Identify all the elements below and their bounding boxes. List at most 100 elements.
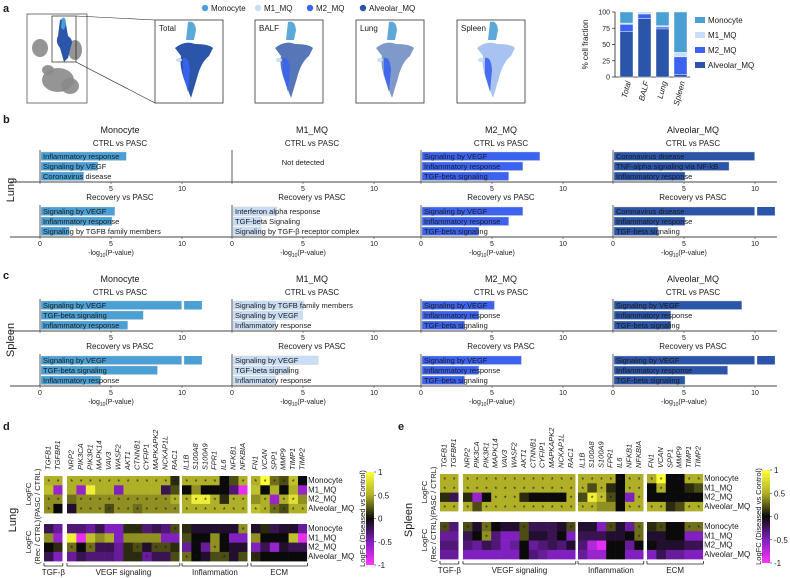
heatmap-cell	[500, 522, 511, 532]
significance-star: *	[70, 479, 73, 486]
heatmap-cell	[298, 524, 308, 534]
legend-label-Alveolar_MQ: Alveolar_MQ	[369, 4, 415, 13]
heatmap-panel-Lung: Lung TGFB1 TGFBR1 NRP2 PIK3CA PIK3R1 MAPK14 VAV…	[7, 429, 392, 577]
heatmap-cell	[634, 474, 645, 484]
heatmap-cell	[684, 492, 695, 503]
heatmap-cell	[606, 549, 616, 560]
x-tick-label: 5	[682, 390, 686, 397]
heatmap-cell	[44, 524, 54, 534]
significance-star: *	[551, 486, 554, 493]
row-label: M2_MQ	[308, 543, 336, 552]
heatmap-cell	[210, 494, 220, 505]
x-axis-label-part: 10	[292, 253, 298, 259]
comparison-title: Recovery vs PASC	[467, 342, 535, 351]
umap-monocyte-region	[286, 21, 296, 40]
x-axis-label-part: 10	[100, 402, 106, 408]
heatmap-cell	[85, 551, 96, 562]
heatmap-cell	[151, 476, 162, 486]
heatmap-cell	[519, 522, 530, 532]
term-label: Inflammatory response	[616, 366, 692, 375]
heatmap-cell	[596, 483, 607, 493]
heatmap-cell	[114, 494, 124, 505]
umap-m2-region	[485, 57, 492, 92]
heatmap-cell	[298, 485, 308, 495]
gene-label: SPP1	[269, 451, 278, 470]
heatmap-cell	[85, 494, 96, 505]
significance-star: *	[443, 525, 446, 532]
significance-star: *	[476, 486, 479, 493]
x-tick-label: 10	[370, 241, 378, 248]
heatmap-cell	[665, 483, 676, 493]
colorbar	[762, 470, 770, 563]
significance-star: *	[485, 477, 488, 484]
heatmap-cell	[656, 540, 667, 551]
significance-star: *	[89, 507, 92, 514]
heatmap-cell	[114, 476, 124, 486]
gene-label: MMP9	[279, 448, 288, 470]
bar	[613, 151, 755, 161]
significance-star: *	[242, 498, 245, 505]
heatmap-cell	[587, 531, 598, 541]
bar	[40, 161, 98, 171]
significance-star: *	[697, 505, 700, 512]
x-tick-label: Total	[620, 80, 633, 99]
term-label: Signaling by TGFB family members	[235, 301, 353, 310]
group-divider	[180, 522, 250, 564]
heatmap-cell	[210, 524, 220, 534]
umap-monocyte-region	[387, 21, 397, 40]
heatmap-cell	[142, 485, 152, 495]
enrichment-bar-2: Signaling by TGF-β receptor complex	[232, 226, 359, 236]
significance-star: *	[136, 527, 139, 534]
heatmap-cell	[269, 551, 280, 562]
x-axis-label-part: (P-value)	[297, 399, 325, 406]
significance-star: *	[453, 486, 456, 493]
significance-star: *	[542, 505, 545, 512]
comparison-title: Recovery vs PASC	[278, 342, 346, 351]
stacked-bar-Monocyte	[619, 11, 634, 24]
heatmap-cell	[510, 483, 520, 493]
x-axis-label: -log10(P-value)	[280, 250, 326, 259]
colorbar-tick-label: -1	[774, 559, 782, 568]
significance-star: *	[570, 496, 573, 503]
bar	[613, 206, 755, 216]
heatmap-cell	[76, 542, 87, 553]
x-axis-label-part: (P-value)	[105, 399, 133, 406]
x-axis-label-part: -log	[88, 399, 100, 406]
heatmap-cell	[481, 522, 492, 532]
enrichment-bar-1: TGF-beta signaling	[40, 365, 158, 375]
heatmap-cell	[95, 524, 105, 534]
significance-star: *	[204, 498, 207, 505]
heatmap-cell	[463, 522, 473, 532]
heatmap-cell	[647, 540, 657, 551]
significance-star: *	[600, 496, 603, 503]
heatmap-cell	[528, 492, 539, 503]
heatmap-cell	[182, 476, 192, 486]
significance-star: *	[650, 544, 653, 551]
bar	[421, 320, 465, 330]
row-label: Monocyte	[308, 476, 343, 485]
heatmap-cell	[647, 522, 657, 532]
heatmap-cell	[182, 503, 192, 514]
heatmap-cell	[440, 474, 450, 484]
significance-star: *	[146, 498, 149, 505]
enrichment-bar-2: Inflammatory response	[232, 320, 311, 330]
heatmap-cell	[625, 501, 635, 512]
heatmap-cell	[229, 542, 239, 553]
gene-label: MAPK14	[491, 438, 500, 468]
bar-after-axis-break	[184, 301, 202, 310]
heatmap-cell	[647, 492, 657, 503]
heatmap-cell	[472, 474, 483, 484]
significance-star: *	[195, 555, 198, 562]
x-tick-label: 5	[301, 390, 305, 397]
significance-star: *	[214, 498, 217, 505]
heatmap-cell	[182, 494, 192, 505]
heatmap-cell	[200, 542, 211, 553]
gene-label: NRP2	[67, 449, 76, 470]
heatmap-cell	[557, 474, 567, 484]
heatmap-cell	[132, 551, 143, 562]
gene-label: NCKAP1L	[557, 434, 566, 468]
comparison-title: CTRL vs PASC	[93, 288, 147, 297]
heatmap-cell	[472, 531, 483, 541]
block-axis-label: (Rec / CTRL)	[429, 517, 438, 562]
